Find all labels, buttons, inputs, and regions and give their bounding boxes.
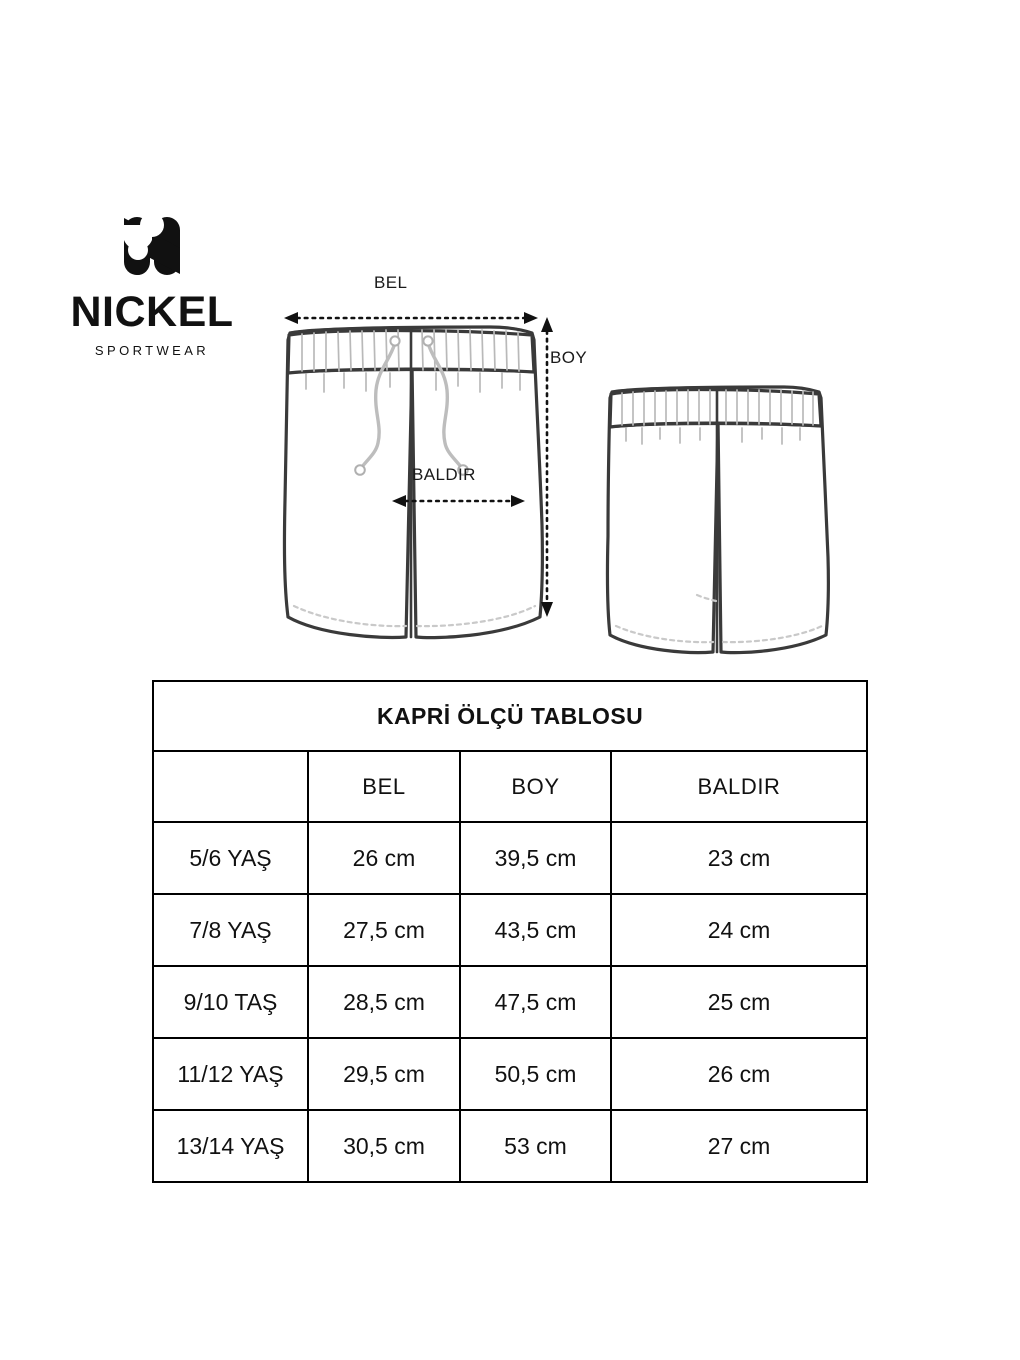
product-technical-drawing: .outline { fill:#ffffff; stroke:#3a3a3a;…	[240, 265, 880, 665]
column-header-baldir: BALDIR	[609, 750, 869, 823]
shorts-front-technical-drawing-icon	[282, 325, 544, 640]
size-chart-table: KAPRİ ÖLÇÜ TABLOSU BEL BOY BALDIR 5/6 YA…	[151, 680, 869, 1183]
table-title: KAPRİ ÖLÇÜ TABLOSU	[151, 680, 869, 752]
table-row: 7/8 YAŞ 27,5 cm 43,5 cm 24 cm	[152, 893, 869, 967]
table-row: 9/10 TAŞ 28,5 cm 47,5 cm 25 cm	[152, 965, 869, 1039]
shorts-diagram-svg: .outline { fill:#ffffff; stroke:#3a3a3a;…	[282, 312, 830, 655]
cell-boy: 39,5 cm	[459, 821, 612, 895]
cell-bel: 28,5 cm	[307, 965, 461, 1039]
table-title-row: KAPRİ ÖLÇÜ TABLOSU	[151, 680, 869, 752]
dimension-arrow-boy	[541, 317, 553, 617]
cell-baldir: 27 cm	[609, 1109, 869, 1183]
column-header-bel: BEL	[307, 750, 461, 823]
drawstring-aglet-right	[457, 464, 469, 476]
drawstring-aglet-left	[354, 464, 366, 476]
cell-boy: 47,5 cm	[459, 965, 612, 1039]
brand-name: NICKEL	[70, 288, 234, 336]
dimension-arrow-baldir	[392, 495, 525, 507]
table-row: 5/6 YAŞ 26 cm 39,5 cm 23 cm	[152, 821, 869, 895]
cell-bel: 27,5 cm	[307, 893, 461, 967]
cell-bel: 29,5 cm	[307, 1037, 461, 1111]
cell-size: 13/14 YAŞ	[152, 1109, 309, 1183]
cell-size: 11/12 YAŞ	[152, 1037, 309, 1111]
cell-bel: 26 cm	[307, 821, 461, 895]
cell-baldir: 25 cm	[609, 965, 869, 1039]
cell-baldir: 26 cm	[609, 1037, 869, 1111]
dimension-label-boy: BOY	[550, 348, 588, 367]
table-header-row: BEL BOY BALDIR	[152, 750, 869, 823]
shorts-back-technical-drawing-icon	[605, 385, 830, 655]
cell-boy: 50,5 cm	[459, 1037, 612, 1111]
cell-baldir: 23 cm	[609, 821, 869, 895]
dimension-arrow-bel	[284, 312, 538, 324]
cell-size: 9/10 TAŞ	[152, 965, 309, 1039]
drawstring-eyelet-left	[389, 335, 401, 347]
cell-size: 7/8 YAŞ	[152, 893, 309, 967]
cell-size: 5/6 YAŞ	[152, 821, 309, 895]
nickel-n-logo-icon	[52, 210, 252, 287]
column-header-size	[152, 750, 309, 823]
drawstring-eyelet-right	[422, 335, 434, 347]
cell-bel: 30,5 cm	[307, 1109, 461, 1183]
dimension-label-bel: BEL	[374, 273, 408, 292]
table-row: 13/14 YAŞ 30,5 cm 53 cm 27 cm	[152, 1109, 869, 1183]
cell-boy: 43,5 cm	[459, 893, 612, 967]
table-row: 11/12 YAŞ 29,5 cm 50,5 cm 26 cm	[152, 1037, 869, 1111]
dimension-label-baldir: BALDIR	[412, 465, 476, 484]
cell-boy: 53 cm	[459, 1109, 612, 1183]
cell-baldir: 24 cm	[609, 893, 869, 967]
brand-tagline: SPORTWEAR	[94, 343, 210, 358]
brand-logo-block: NICKEL SPORTWEAR	[52, 210, 252, 358]
column-header-boy: BOY	[459, 750, 612, 823]
